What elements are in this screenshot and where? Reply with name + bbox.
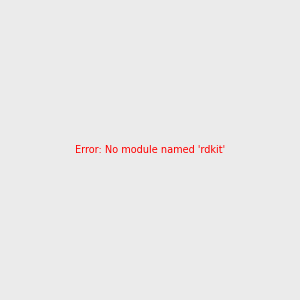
Text: Error: No module named 'rdkit': Error: No module named 'rdkit': [75, 145, 225, 155]
